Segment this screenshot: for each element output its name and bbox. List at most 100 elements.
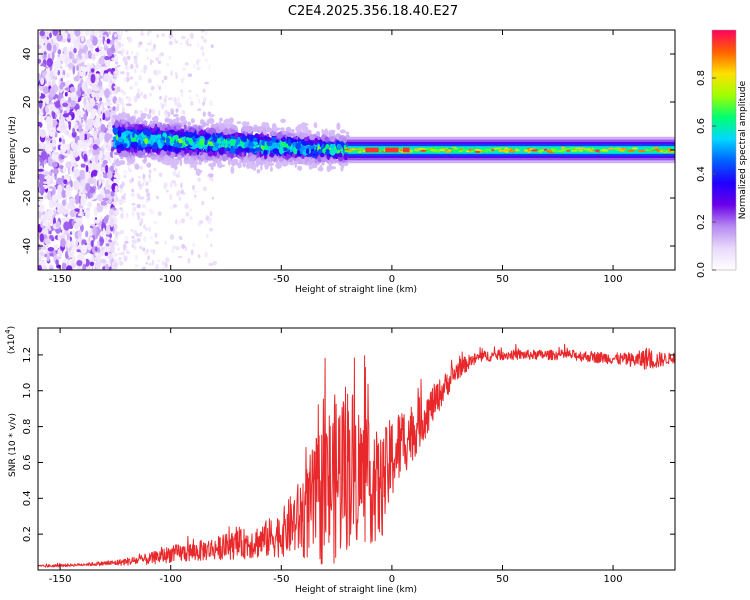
band-blob: [302, 123, 309, 126]
noise-speck: [47, 247, 55, 252]
noise-speck: [118, 231, 121, 235]
noise-speck: [99, 132, 104, 142]
narrow-band-blob: [560, 149, 564, 152]
noise-speck: [114, 105, 117, 108]
noise-speck: [149, 262, 152, 266]
noise-speck: [118, 200, 121, 204]
band-blob: [246, 162, 251, 166]
band-blob: [281, 142, 286, 146]
noise-speck: [133, 239, 138, 245]
noise-speck: [111, 83, 116, 91]
noise-speck: [114, 44, 119, 52]
noise-speck: [91, 36, 98, 46]
band-blob: [127, 158, 134, 163]
noise-speck: [146, 192, 151, 198]
noise-speck: [57, 53, 61, 58]
noise-speck: [149, 92, 152, 97]
noise-speck: [164, 113, 168, 118]
band-blob: [263, 149, 268, 156]
noise-speck: [113, 201, 118, 206]
noise-speck: [70, 34, 77, 39]
noise-speck: [164, 262, 168, 269]
noise-speck: [45, 143, 50, 149]
noise-speck: [39, 233, 44, 243]
noise-speck: [59, 83, 64, 90]
noise-speck: [86, 118, 94, 128]
noise-speck: [143, 64, 148, 71]
band-blob: [131, 144, 134, 148]
noise-speck: [163, 75, 168, 81]
band-blob: [192, 156, 197, 161]
band-blob: [207, 118, 215, 124]
noise-speck: [86, 105, 91, 112]
noise-speck: [89, 193, 93, 198]
snr-y-tick-label: 1.2: [22, 347, 33, 363]
noise-speck: [89, 99, 96, 107]
noise-speck: [73, 222, 80, 230]
noise-speck: [171, 248, 174, 254]
colorbar-tick-label: 0.6: [696, 118, 707, 134]
narrow-band-blob: [537, 147, 541, 151]
noise-speck: [148, 226, 151, 232]
noise-speck: [177, 189, 180, 196]
noise-speck: [111, 78, 116, 83]
noise-speck: [48, 230, 52, 235]
noise-speck: [131, 235, 135, 239]
noise-speck: [100, 66, 105, 77]
band-blob: [275, 161, 283, 169]
band-blob: [338, 152, 343, 158]
band-blob: [140, 152, 146, 156]
noise-speck: [58, 61, 63, 68]
band-blob: [241, 121, 248, 127]
noise-speck: [127, 36, 133, 44]
band-blob: [294, 138, 297, 143]
band-blob: [337, 144, 342, 151]
noise-speck: [188, 208, 193, 212]
noise-speck: [57, 190, 61, 197]
band-blob: [224, 147, 229, 151]
narrow-band-blob: [474, 150, 481, 153]
noise-speck: [71, 53, 75, 61]
band-blob: [319, 165, 323, 170]
band-blob: [174, 134, 179, 140]
band-blob: [288, 146, 293, 150]
band-blob: [303, 137, 309, 142]
noise-speck: [148, 208, 153, 212]
colorbar: 0.0 0.2 0.4 0.6 0.8 Normalized spectral ampl…: [696, 29, 748, 278]
noise-speck: [80, 224, 84, 232]
noise-speck: [89, 186, 96, 194]
band-blob: [134, 163, 139, 168]
noise-speck: [70, 44, 74, 53]
noise-speck: [124, 235, 129, 242]
noise-speck: [211, 196, 214, 200]
noise-speck: [161, 103, 165, 110]
noise-speck: [38, 211, 42, 218]
noise-speck: [131, 188, 134, 193]
noise-speck: [63, 221, 70, 231]
band-blob: [187, 121, 192, 127]
noise-speck: [157, 211, 162, 216]
band-blob: [298, 157, 302, 164]
band-blob: [291, 128, 295, 134]
noise-speck: [118, 96, 122, 102]
narrow-band-blob: [523, 149, 529, 152]
band-blob: [116, 158, 119, 163]
noise-speck: [115, 168, 118, 173]
noise-speck: [81, 244, 87, 255]
band-blob: [244, 147, 250, 152]
narrow-band-blob: [601, 149, 608, 152]
noise-speck: [53, 244, 59, 251]
noise-speck: [87, 266, 92, 270]
band-blob: [234, 133, 239, 140]
noise-speck: [63, 110, 67, 114]
noise-speck: [149, 30, 153, 33]
band-blob: [230, 166, 235, 174]
band-blob: [309, 134, 315, 141]
narrow-band-blob: [614, 148, 619, 151]
noise-speck: [113, 178, 118, 182]
narrow-band-blob: [566, 149, 571, 152]
noise-speck: [79, 117, 82, 124]
band-blob: [166, 156, 170, 164]
noise-speck: [125, 50, 129, 56]
noise-speck: [74, 194, 80, 205]
